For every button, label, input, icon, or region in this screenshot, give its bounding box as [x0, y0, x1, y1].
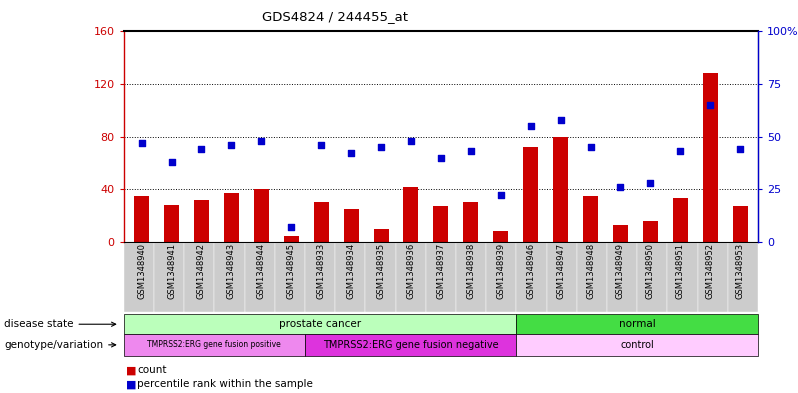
- Bar: [673, 198, 688, 242]
- Point: [584, 144, 597, 150]
- Point: [494, 192, 508, 198]
- Bar: [493, 231, 508, 242]
- Text: TMPRSS2:ERG gene fusion positive: TMPRSS2:ERG gene fusion positive: [148, 340, 281, 349]
- Text: ■: ■: [126, 379, 136, 389]
- Text: percentile rank within the sample: percentile rank within the sample: [137, 379, 313, 389]
- Bar: [613, 225, 628, 242]
- Point: [464, 148, 477, 154]
- Bar: [224, 193, 239, 242]
- Point: [674, 148, 686, 154]
- Point: [165, 159, 178, 165]
- Text: TMPRSS2:ERG gene fusion negative: TMPRSS2:ERG gene fusion negative: [323, 340, 499, 350]
- Point: [434, 154, 447, 161]
- Bar: [344, 209, 358, 242]
- Text: ■: ■: [126, 365, 136, 375]
- Text: prostate cancer: prostate cancer: [279, 319, 361, 329]
- Point: [733, 146, 746, 152]
- Bar: [314, 202, 329, 242]
- Point: [375, 144, 388, 150]
- Bar: [284, 237, 298, 242]
- Bar: [254, 189, 269, 242]
- Bar: [373, 229, 389, 242]
- Bar: [523, 147, 538, 242]
- Text: disease state: disease state: [4, 319, 116, 329]
- Point: [225, 142, 238, 148]
- Text: control: control: [620, 340, 654, 350]
- Point: [255, 138, 268, 144]
- Point: [195, 146, 207, 152]
- Point: [614, 184, 627, 190]
- Bar: [583, 196, 598, 242]
- Text: genotype/variation: genotype/variation: [4, 340, 116, 350]
- Point: [135, 140, 148, 146]
- Bar: [643, 220, 658, 242]
- Point: [644, 180, 657, 186]
- Point: [554, 117, 567, 123]
- Point: [524, 123, 537, 129]
- Bar: [464, 202, 478, 242]
- Text: normal: normal: [619, 319, 656, 329]
- Text: count: count: [137, 365, 167, 375]
- Point: [285, 224, 298, 230]
- Point: [345, 150, 358, 156]
- Bar: [404, 187, 418, 242]
- Bar: [733, 206, 748, 242]
- Bar: [703, 73, 717, 242]
- Bar: [164, 205, 179, 242]
- Bar: [433, 206, 448, 242]
- Text: GDS4824 / 244455_at: GDS4824 / 244455_at: [263, 10, 408, 23]
- Point: [405, 138, 417, 144]
- Bar: [194, 200, 209, 242]
- Point: [704, 102, 717, 108]
- Point: [314, 142, 328, 148]
- Bar: [553, 136, 568, 242]
- Bar: [134, 196, 149, 242]
